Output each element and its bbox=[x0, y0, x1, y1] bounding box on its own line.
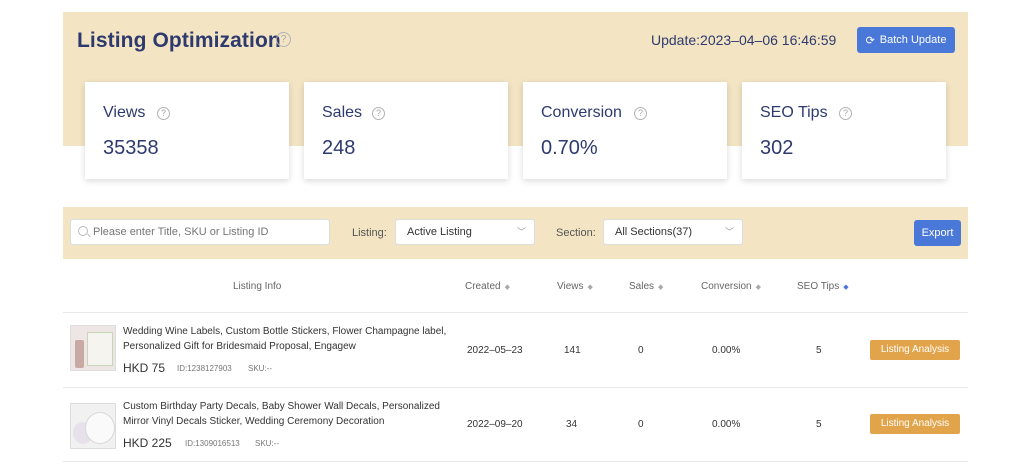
batch-update-button[interactable]: ⟳ Batch Update bbox=[857, 27, 955, 53]
listing-select[interactable]: Active Listing ﹀ bbox=[395, 219, 535, 245]
stat-card-seo-tips: SEO Tips ? 302 bbox=[742, 82, 946, 179]
stat-card-sales: Sales ? 248 bbox=[304, 82, 508, 179]
question-circle-icon[interactable]: ? bbox=[157, 107, 170, 120]
stat-label: Conversion bbox=[541, 104, 622, 121]
section-filter-label: Section: bbox=[556, 227, 596, 239]
listing-price: HKD 225 bbox=[123, 436, 172, 450]
listing-filter-label: Listing: bbox=[352, 227, 387, 239]
sales-value: 0 bbox=[638, 345, 644, 356]
listing-sku: SKU:-- bbox=[248, 364, 272, 373]
column-header-label: Created bbox=[465, 281, 501, 292]
listing-sku: SKU:-- bbox=[255, 439, 279, 448]
sort-icon: ◆ bbox=[843, 284, 849, 291]
stat-label: Views bbox=[103, 104, 146, 121]
product-thumbnail[interactable] bbox=[70, 325, 116, 371]
stat-value: 302 bbox=[760, 137, 794, 159]
column-header-sales[interactable]: Sales ◆ bbox=[629, 281, 663, 292]
conversion-value: 0.00% bbox=[712, 345, 741, 356]
export-button[interactable]: Export bbox=[914, 220, 961, 246]
created-date: 2022–05–23 bbox=[467, 345, 523, 356]
column-header-conversion[interactable]: Conversion ◆ bbox=[701, 281, 761, 292]
listing-title[interactable]: Wedding Wine Labels, Custom Bottle Stick… bbox=[123, 326, 447, 352]
stat-label: SEO Tips bbox=[760, 104, 828, 121]
section-select-value: All Sections(37) bbox=[615, 226, 693, 238]
column-header-label: SEO Tips bbox=[797, 281, 840, 292]
sort-icon: ◆ bbox=[755, 284, 761, 291]
row-divider bbox=[63, 387, 968, 388]
sales-value: 0 bbox=[638, 419, 644, 430]
stat-card-views: Views ? 35358 bbox=[85, 82, 289, 179]
sort-icon: ◆ bbox=[587, 284, 593, 291]
listing-analysis-button[interactable]: Listing Analysis bbox=[870, 340, 960, 360]
listing-select-value: Active Listing bbox=[407, 226, 472, 238]
question-circle-icon[interactable]: ? bbox=[372, 107, 385, 120]
question-circle-icon[interactable]: ? bbox=[276, 32, 291, 47]
column-header-label: Sales bbox=[629, 281, 655, 292]
page-title: Listing Optimization bbox=[77, 29, 281, 52]
question-circle-icon[interactable]: ? bbox=[634, 107, 647, 120]
stat-card-conversion: Conversion ? 0.70% bbox=[523, 82, 727, 179]
seo-tips-value: 5 bbox=[816, 419, 822, 430]
update-timestamp: Update:2023–04–06 16:46:59 bbox=[651, 32, 837, 48]
chevron-down-icon: ﹀ bbox=[516, 227, 526, 237]
stat-label: Sales bbox=[322, 104, 363, 121]
created-date: 2022–09–20 bbox=[467, 419, 523, 430]
row-divider bbox=[63, 312, 968, 313]
column-header-listing-info: Listing Info bbox=[233, 281, 282, 292]
column-header-seo-tips[interactable]: SEO Tips ◆ bbox=[797, 281, 849, 292]
search-icon bbox=[78, 226, 88, 236]
views-value: 34 bbox=[566, 419, 578, 430]
stat-value: 248 bbox=[322, 137, 356, 159]
listing-analysis-button[interactable]: Listing Analysis bbox=[870, 414, 960, 434]
seo-tips-value: 5 bbox=[816, 345, 822, 356]
product-thumbnail[interactable] bbox=[70, 403, 116, 449]
conversion-value: 0.00% bbox=[712, 419, 741, 430]
question-circle-icon[interactable]: ? bbox=[839, 107, 852, 120]
search-input[interactable] bbox=[70, 219, 330, 245]
sort-icon: ◆ bbox=[504, 284, 510, 291]
batch-update-label: Batch Update bbox=[879, 34, 947, 46]
section-select[interactable]: All Sections(37) ﹀ bbox=[603, 219, 743, 245]
column-header-created[interactable]: Created ◆ bbox=[465, 281, 510, 292]
sort-icon: ◆ bbox=[658, 284, 664, 291]
column-header-label: Conversion bbox=[701, 281, 752, 292]
row-divider bbox=[63, 461, 968, 462]
listing-title[interactable]: Custom Birthday Party Decals, Baby Showe… bbox=[123, 401, 440, 427]
views-value: 141 bbox=[564, 345, 581, 356]
refresh-icon: ⟳ bbox=[865, 34, 875, 47]
stat-value: 0.70% bbox=[541, 137, 598, 159]
chevron-down-icon: ﹀ bbox=[724, 227, 734, 237]
listing-id: ID:1238127903 bbox=[177, 364, 232, 373]
column-header-views[interactable]: Views ◆ bbox=[557, 281, 593, 292]
column-header-label: Views bbox=[557, 281, 584, 292]
stat-value: 35358 bbox=[103, 137, 159, 159]
listing-price: HKD 75 bbox=[123, 361, 166, 375]
listing-id: ID:1309016513 bbox=[185, 439, 240, 448]
